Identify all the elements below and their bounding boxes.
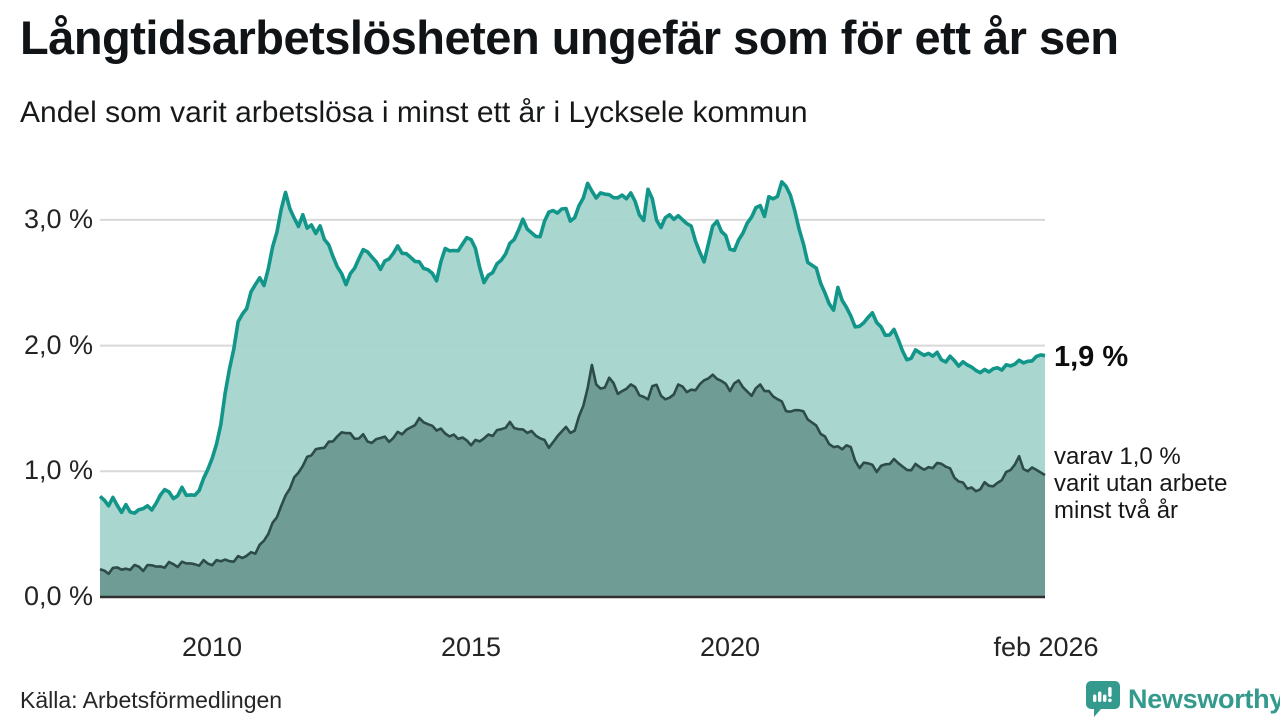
source-note: Källa: Arbetsförmedlingen [20,687,283,713]
newsworthy-branding: Newsworthy [1086,681,1280,717]
y-tick-1: 1,0 % [23,454,93,485]
end-label-two-years-line1: varav 1,0 % [1054,443,1181,470]
end-label-total: 1,9 % [1054,341,1129,373]
line-unemployed-one-year [98,180,1046,515]
y-tick-0: 0,0 % [23,580,93,611]
y-tick-3: 3,0 % [23,203,93,234]
chart-title: Långtidsarbetslösheten ungefär som för e… [20,11,1119,64]
end-label-two-years: varav 1,0 % varit utan arbete minst två … [1054,443,1227,524]
area-unemployed-two-years [100,364,1045,597]
y-tick-2: 2,0 % [23,329,93,360]
line-unemployed-two-years [99,363,1046,576]
chart-subtitle: Andel som varit arbetslösa i minst ett å… [20,96,808,129]
newsworthy-logo-icon [1086,681,1120,717]
x-tick-feb2026: feb 2026 [993,632,1099,662]
newsworthy-logo-text: Newsworthy [1128,683,1280,714]
end-label-two-years-line3: minst två år [1054,497,1179,524]
x-tick-2015: 2015 [440,632,502,662]
x-tick-2010: 2010 [181,632,243,662]
x-tick-2020: 2020 [699,632,761,662]
end-label-two-years-line2: varit utan arbete [1054,470,1228,497]
